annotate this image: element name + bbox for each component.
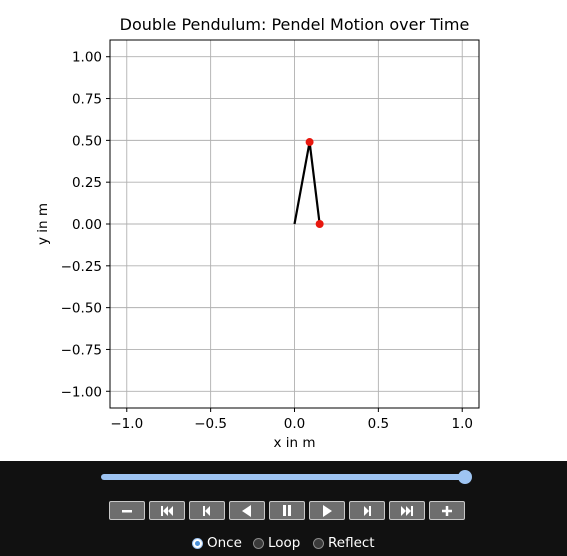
- minus-icon: [120, 506, 134, 516]
- y-tick-label: −1.00: [61, 384, 102, 400]
- loop-label: Loop: [268, 535, 300, 551]
- y-tick-label: −0.25: [61, 259, 102, 275]
- x-tick-label: −0.5: [194, 416, 227, 432]
- frame-slider-thumb[interactable]: [458, 470, 472, 484]
- reflect-label: Reflect: [328, 535, 375, 551]
- loop-mode-reflect[interactable]: Reflect: [313, 535, 375, 551]
- plus-icon: [441, 505, 453, 517]
- y-axis-label: y in m: [35, 203, 51, 245]
- loop-mode-once[interactable]: Once: [192, 535, 242, 551]
- pendulum-chart: −1.0 −0.5 0.0 0.5 1.0 1.00 0.75 0.50 0.25 0.00 −0.…: [0, 0, 567, 461]
- loop-radio-icon[interactable]: [253, 538, 264, 549]
- reflect-radio-icon[interactable]: [313, 538, 324, 549]
- increase-speed-button[interactable]: [429, 501, 465, 520]
- y-tick-label: 0.50: [72, 133, 102, 149]
- skip-to-first-icon: [159, 506, 175, 516]
- once-label: Once: [207, 535, 242, 551]
- last-frame-button[interactable]: [389, 501, 425, 520]
- once-radio-icon[interactable]: [192, 538, 203, 549]
- y-tick-label: 0.75: [72, 92, 102, 108]
- pendulum-bob-2: [316, 220, 324, 228]
- y-tick-label: 0.00: [72, 217, 102, 233]
- pendulum-rod-line: [295, 142, 320, 224]
- y-tick-label: 0.25: [72, 175, 102, 191]
- decrease-speed-button[interactable]: [109, 501, 145, 520]
- play-button[interactable]: [309, 501, 345, 520]
- next-frame-button[interactable]: [349, 501, 385, 520]
- x-tick-label: 0.5: [368, 416, 389, 432]
- x-tick-label: 0.0: [284, 416, 305, 432]
- play-reverse-button[interactable]: [229, 501, 265, 520]
- y-tick-label: −0.75: [61, 342, 102, 358]
- step-back-icon: [201, 506, 213, 516]
- pendulum-bob-1: [306, 138, 314, 146]
- skip-to-last-icon: [399, 506, 415, 516]
- y-tick-label: −0.50: [61, 301, 102, 317]
- y-tick-label: 1.00: [72, 50, 102, 66]
- pause-icon: [281, 505, 293, 516]
- first-frame-button[interactable]: [149, 501, 185, 520]
- previous-frame-button[interactable]: [189, 501, 225, 520]
- step-forward-icon: [361, 506, 373, 516]
- x-axis-label: x in m: [273, 435, 315, 451]
- x-tick-label: 1.0: [451, 416, 472, 432]
- x-tick-label: −1.0: [110, 416, 143, 432]
- frame-slider-track[interactable]: [101, 474, 465, 480]
- animation-control-bar: Once Loop Reflect: [0, 461, 567, 556]
- chart-title: Double Pendulum: Pendel Motion over Time: [120, 15, 470, 34]
- pause-button[interactable]: [269, 501, 305, 520]
- play-icon: [321, 505, 333, 517]
- loop-mode-loop[interactable]: Loop: [253, 535, 300, 551]
- play-reverse-icon: [241, 505, 253, 517]
- plot-area: −1.0 −0.5 0.0 0.5 1.0 1.00 0.75 0.50 0.25 0.00 −0.…: [0, 0, 567, 461]
